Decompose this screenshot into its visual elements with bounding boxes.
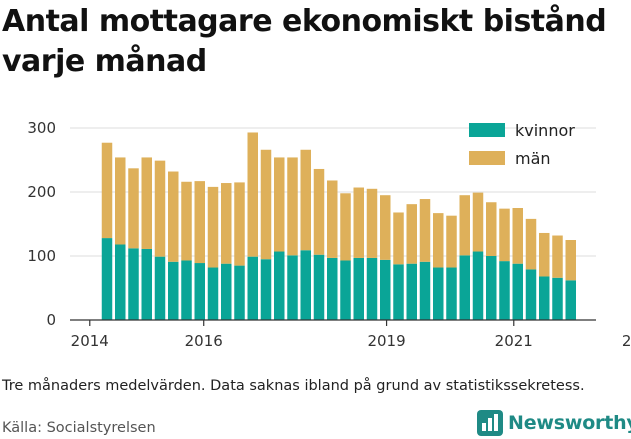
legend-swatch [469, 151, 505, 165]
y-tick-label: 0 [46, 311, 56, 329]
source-note: Källa: Socialstyrelsen [2, 420, 156, 436]
bar-kvinnor [486, 256, 497, 320]
bar-man [154, 160, 166, 257]
bar-kvinnor [380, 259, 391, 320]
bar-kvinnor [247, 256, 258, 320]
bar-kvinnor [433, 267, 444, 320]
bar-kvinnor [459, 255, 470, 320]
chart-title: Antal mottagare ekonomiskt bistånd varje… [2, 4, 607, 79]
bar-kvinnor [419, 261, 431, 320]
bar-kvinnor [154, 256, 166, 320]
bar-man [221, 183, 232, 264]
bar-kvinnor [300, 250, 311, 320]
x-tick-label: 2019 [367, 332, 405, 350]
bar-man [433, 213, 444, 268]
bar-man [446, 215, 457, 268]
bar-kvinnor [221, 263, 232, 320]
bar-kvinnor [274, 251, 285, 320]
brand-name: Newsworthy [508, 412, 631, 434]
bar-man [406, 204, 417, 264]
legend-swatch [469, 123, 505, 137]
legend: kvinnor män [469, 121, 575, 168]
bar-man [393, 212, 404, 265]
bar-man [128, 168, 139, 249]
bar-man [207, 186, 219, 268]
bar-kvinnor [446, 267, 457, 320]
axes: 0 100 200 300 2014 2016 2019 2021 2023 [27, 119, 631, 350]
bar-kvinnor [194, 263, 205, 320]
bar-man [260, 149, 272, 260]
bar-kvinnor [115, 244, 126, 320]
bar-man [486, 202, 497, 256]
bar-kvinnor [353, 257, 364, 320]
bar-man [115, 157, 126, 245]
legend-label: kvinnor [515, 121, 575, 140]
bar-man [459, 195, 470, 256]
bar-man [287, 157, 298, 256]
bar-kvinnor [287, 255, 298, 320]
bar-man [512, 208, 523, 264]
bar-man [525, 218, 537, 270]
stacked-bar-chart: 0 100 200 300 2014 2016 2019 2021 2023 kvinnor mä… [27, 119, 631, 350]
bar-man [274, 157, 285, 252]
bar-man [472, 192, 484, 252]
newsworthy-logo[interactable]: Newsworthy [477, 409, 631, 437]
x-tick-label: 2014 [71, 332, 109, 350]
bar-man [552, 235, 563, 278]
bar-kvinnor [366, 257, 378, 320]
bar-kvinnor [181, 260, 192, 320]
bar-kvinnor [393, 264, 404, 320]
bar-kvinnor [525, 269, 537, 320]
x-tick-label: 2016 [185, 332, 223, 350]
bar-chart-icon [477, 410, 503, 436]
bar-man [419, 199, 431, 262]
bar-man [194, 181, 205, 264]
legend-label: män [515, 149, 551, 168]
bar-man [539, 232, 550, 277]
bar-kvinnor [340, 260, 351, 320]
y-tick-label: 100 [27, 247, 56, 265]
bar-man [565, 240, 576, 281]
bar-kvinnor [539, 276, 550, 320]
bar-kvinnor [207, 267, 219, 320]
bar-man [499, 208, 510, 262]
bar-kvinnor [512, 263, 523, 320]
bar-man [366, 188, 378, 258]
bar-kvinnor [552, 277, 563, 320]
bar-man [340, 193, 351, 261]
bar-man [313, 168, 325, 255]
bar-man [353, 187, 364, 258]
bar-kvinnor [565, 280, 576, 320]
bar-man [101, 142, 113, 239]
bar-kvinnor [234, 265, 245, 320]
bar-kvinnor [101, 238, 113, 320]
bar-kvinnor [313, 254, 325, 320]
y-tick-label: 300 [27, 119, 56, 137]
bar-man [234, 182, 245, 266]
x-tick-label: 2023 [622, 332, 631, 350]
bar-man [141, 157, 152, 249]
bars [101, 132, 576, 320]
bar-man [300, 149, 311, 251]
bar-kvinnor [128, 248, 139, 320]
bar-man [327, 180, 338, 258]
chart-caption: Tre månaders medelvärden. Data saknas ib… [2, 378, 585, 394]
bar-kvinnor [472, 251, 484, 320]
bar-man [168, 171, 179, 262]
bar-man [247, 132, 258, 257]
bar-kvinnor [260, 259, 272, 320]
bar-man [181, 181, 192, 261]
bar-kvinnor [406, 263, 417, 320]
bar-man [380, 195, 391, 260]
x-tick-label: 2021 [495, 332, 533, 350]
y-tick-label: 200 [27, 183, 56, 201]
bar-kvinnor [499, 261, 510, 320]
bar-kvinnor [168, 261, 179, 320]
bar-kvinnor [327, 257, 338, 320]
bar-kvinnor [141, 248, 152, 320]
